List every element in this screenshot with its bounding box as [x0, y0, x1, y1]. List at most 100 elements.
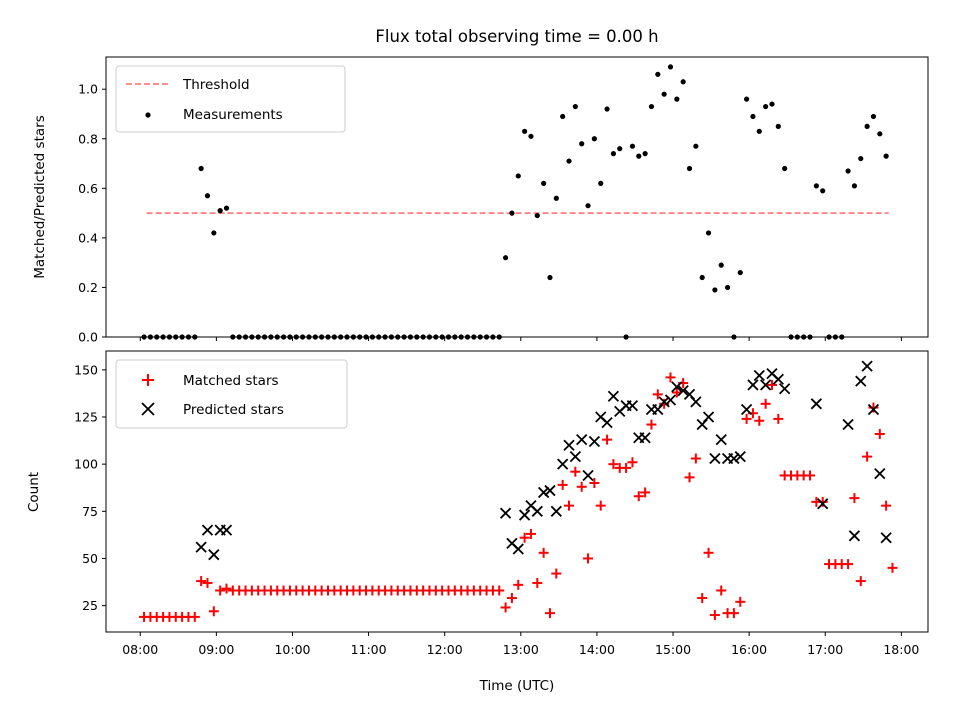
matched-point [576, 481, 587, 492]
measurement-point [502, 255, 509, 261]
measurement-point [585, 203, 591, 209]
measurement-point [560, 113, 566, 120]
matched-point [703, 547, 714, 558]
top-y-tick-label: 0.8 [78, 131, 98, 146]
predicted-point [677, 384, 689, 397]
predicted-point [855, 375, 867, 387]
measurement-point [648, 103, 655, 110]
predicted-point [201, 524, 214, 536]
predicted-point [810, 398, 823, 410]
measurement-point [566, 158, 572, 164]
bottom-x-tick-label: 17:00 [807, 642, 843, 657]
measurement-point [515, 173, 521, 179]
bottom-y-ticks: 25 50 75 100 125 150 [74, 362, 106, 613]
predicted-point [817, 498, 829, 510]
measurement-point [528, 133, 534, 139]
matched-point [494, 585, 505, 596]
matched-point [887, 562, 898, 573]
predicted-point [576, 434, 588, 446]
measurement-point [877, 131, 883, 137]
measurement-point [217, 208, 223, 214]
matched-point [652, 389, 663, 400]
matched-point [570, 466, 581, 477]
matched-point [735, 596, 746, 607]
top-y-tick-label: 0.4 [78, 230, 98, 245]
bottom-x-tick-label: 16:00 [731, 642, 767, 657]
measurement-point [750, 113, 756, 120]
bottom-y-tick-label: 75 [82, 504, 98, 519]
measurement-point [724, 284, 731, 291]
top-y-axis-label: Matched/Predicted stars [32, 115, 48, 278]
matched-legend-label: Matched stars [183, 373, 279, 389]
matched-point [589, 478, 600, 489]
measurement-point [636, 153, 642, 159]
matched-point [538, 547, 549, 558]
predicted-point [747, 379, 759, 391]
predicted-point [639, 432, 651, 444]
matched-point [551, 568, 562, 579]
matched-point [532, 577, 543, 588]
matched-point [557, 479, 568, 490]
measurement-point [617, 146, 623, 152]
bottom-y-tick-label: 150 [74, 362, 98, 377]
measurement-point [870, 113, 877, 120]
predicted-legend-swatch [141, 402, 155, 416]
predicted-point [626, 400, 639, 412]
matched-point [646, 419, 657, 430]
bottom-x-tick-label: 13:00 [503, 642, 539, 657]
measurement-point [883, 153, 889, 159]
measurement-point [591, 136, 597, 142]
bottom-x-tick-label: 15:00 [655, 642, 691, 657]
predicted-point [671, 381, 683, 393]
predicted-point [563, 439, 575, 451]
bottom-y-tick-label: 100 [74, 457, 98, 472]
measurement-point [629, 143, 636, 149]
measurements-legend-label: Measurements [183, 107, 283, 123]
predicted-point [518, 509, 531, 521]
matched-point [855, 576, 866, 587]
measurement-point [851, 183, 858, 189]
predicted-point [220, 524, 233, 536]
bottom-x-tick-label: 12:00 [427, 642, 463, 657]
matched-legend-swatch [142, 374, 154, 386]
predicted-point [715, 434, 727, 446]
measurement-point [699, 274, 705, 281]
top-chart-title: Flux total observing time = 0.00 h [375, 27, 658, 46]
matched-point [189, 611, 200, 622]
measurement-point [642, 151, 648, 157]
matched-point [697, 593, 708, 604]
measurements-legend-swatch [145, 112, 151, 118]
predicted-point [867, 403, 880, 416]
measurement-point [782, 165, 788, 172]
measurement-point [522, 128, 528, 134]
measurement-point [813, 183, 819, 189]
bottom-legend-box [115, 359, 348, 429]
measurement-point [610, 151, 617, 157]
predicted-point [702, 411, 715, 423]
matched-point [519, 532, 530, 543]
predicted-point [709, 452, 721, 465]
matched-point [627, 457, 638, 468]
measurement-point [769, 101, 775, 107]
predicted-point [842, 418, 854, 431]
bottom-y-tick-label: 125 [74, 410, 98, 425]
predicted-point [607, 390, 620, 402]
predicted-point [779, 383, 791, 395]
measurement-point [864, 123, 870, 129]
bottom-axes-frame [105, 350, 929, 633]
predicted-point [569, 450, 581, 463]
predicted-point [728, 452, 740, 465]
measurement-point [667, 64, 674, 70]
measurement-point [604, 106, 610, 112]
matched-point [849, 493, 860, 504]
measurement-point [705, 230, 712, 236]
predicted-point [690, 396, 702, 408]
measurement-point [534, 212, 540, 219]
matched-point [665, 372, 676, 383]
matched-point [805, 470, 816, 481]
measurement-point [509, 210, 515, 216]
top-legend-box [115, 65, 346, 133]
predicted-point [753, 369, 765, 382]
matched-point [221, 583, 232, 594]
top-y-tick-label: 0.2 [78, 280, 98, 295]
